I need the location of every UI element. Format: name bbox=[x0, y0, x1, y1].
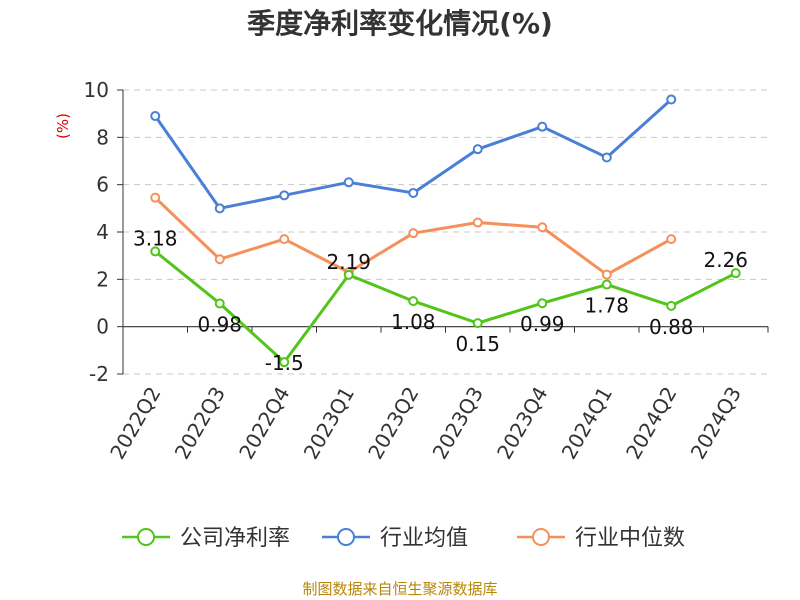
x-tick-label: 2024Q2 bbox=[621, 383, 681, 464]
y-tick-label: -2 bbox=[89, 362, 109, 386]
y-tick-label: 0 bbox=[96, 315, 109, 339]
data-point bbox=[150, 246, 161, 257]
x-tick-label: 2022Q4 bbox=[234, 383, 294, 464]
series-line-0 bbox=[154, 250, 737, 364]
data-point bbox=[343, 269, 354, 280]
legend: 公司净利率 行业均值 行业中位数 bbox=[122, 526, 685, 551]
x-tick-labels: 2022Q2 2022Q3 2022Q4 2023Q1 2023Q2 2023Q3 2023… bbox=[105, 383, 746, 464]
data-point bbox=[472, 217, 483, 228]
x-tick-label: 2024Q3 bbox=[686, 383, 746, 464]
data-point bbox=[601, 269, 612, 280]
x-tick-label: 2023Q2 bbox=[363, 383, 423, 464]
data-label: 0.99 bbox=[520, 312, 565, 336]
legend-label: 公司净利率 bbox=[180, 526, 290, 551]
x-tick-label: 2022Q3 bbox=[170, 383, 230, 464]
series-lines bbox=[150, 94, 741, 368]
data-label: -1.5 bbox=[265, 351, 304, 375]
legend-label: 行业中位数 bbox=[575, 526, 685, 551]
data-label: 0.15 bbox=[455, 332, 500, 356]
y-tick-label: 6 bbox=[96, 173, 109, 197]
data-point bbox=[537, 298, 548, 309]
data-point bbox=[150, 192, 161, 203]
data-point bbox=[279, 190, 290, 201]
data-label: 2.26 bbox=[703, 248, 748, 272]
data-point bbox=[150, 111, 161, 122]
data-point bbox=[601, 279, 612, 290]
data-point bbox=[214, 298, 225, 309]
data-point bbox=[601, 152, 612, 163]
source-note: 制图数据来自恒生聚源数据库 bbox=[302, 580, 497, 598]
legend-swatch-marker bbox=[337, 528, 355, 546]
y-tick-labels: -2 0 2 4 6 8 10 bbox=[84, 78, 109, 386]
data-point bbox=[666, 300, 677, 311]
x-tick-label: 2022Q2 bbox=[105, 383, 165, 464]
y-axis-unit-label: (%) bbox=[54, 113, 72, 139]
data-point bbox=[472, 318, 483, 329]
data-point bbox=[408, 228, 419, 239]
chart-title: 季度净利率变化情况(%) bbox=[247, 7, 553, 40]
data-point bbox=[537, 222, 548, 233]
y-tick-label: 8 bbox=[96, 125, 109, 149]
legend-label: 行业均值 bbox=[380, 526, 468, 551]
legend-swatch-marker bbox=[532, 528, 550, 546]
data-point bbox=[214, 203, 225, 214]
y-tick-label: 4 bbox=[96, 220, 109, 244]
data-label: 3.18 bbox=[133, 226, 178, 250]
grid-lines bbox=[123, 89, 768, 375]
y-tick-label: 10 bbox=[84, 78, 109, 102]
x-tick-label: 2023Q3 bbox=[428, 383, 488, 464]
data-point bbox=[408, 296, 419, 307]
data-point bbox=[472, 144, 483, 155]
data-label: 0.88 bbox=[649, 315, 694, 339]
x-tick-label: 2024Q1 bbox=[557, 383, 617, 464]
data-point bbox=[408, 187, 419, 198]
data-point bbox=[343, 177, 354, 188]
data-labels: 3.18 0.98 -1.5 2.19 1.08 0.15 0.99 1.78 0.88 2.26 bbox=[133, 226, 748, 375]
x-tick-label: 2023Q1 bbox=[299, 383, 359, 464]
y-tick-label: 2 bbox=[96, 267, 109, 291]
data-label: 1.78 bbox=[584, 294, 629, 318]
data-point bbox=[214, 254, 225, 265]
data-point bbox=[279, 357, 290, 368]
data-point bbox=[730, 268, 741, 279]
data-label: 0.98 bbox=[197, 312, 242, 336]
legend-swatch-marker bbox=[137, 528, 155, 546]
data-point bbox=[279, 234, 290, 245]
data-point bbox=[666, 94, 677, 105]
data-label: 2.19 bbox=[326, 250, 371, 274]
data-point bbox=[537, 121, 548, 132]
data-point bbox=[666, 234, 677, 245]
x-tick-label: 2023Q4 bbox=[492, 383, 552, 464]
data-label: 1.08 bbox=[391, 310, 436, 334]
